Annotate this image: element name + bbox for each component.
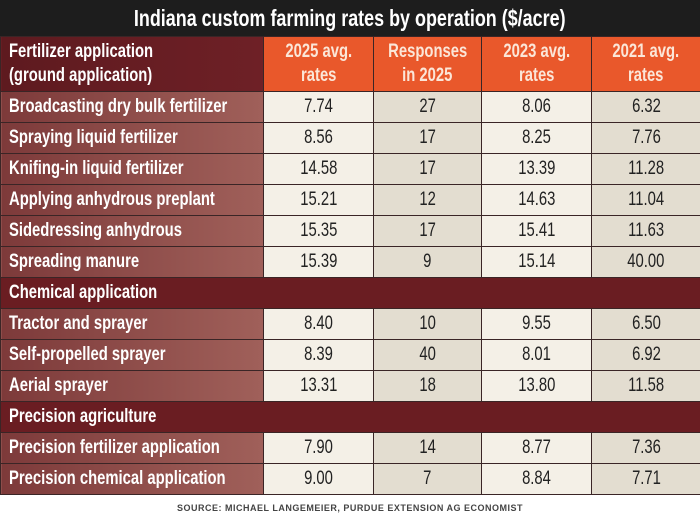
row-label: Aerial sprayer <box>0 370 264 402</box>
value-cell: 15.21 <box>263 184 374 216</box>
value-cell: 7 <box>373 463 482 495</box>
rates-table: Fertilizer application (ground applicati… <box>0 36 700 495</box>
value-cell: 7.90 <box>263 432 374 464</box>
value-cell: 9.55 <box>481 308 592 340</box>
header-category: Fertilizer application (ground applicati… <box>0 36 264 92</box>
value-cell: 7.36 <box>591 432 700 464</box>
header-2023-avg: 2023 avg. rates <box>481 36 592 92</box>
table-row: Self-propelled sprayer 8.39 40 8.01 6.92 <box>0 339 700 371</box>
value-cell: 11.28 <box>591 153 700 185</box>
value-cell: 18 <box>373 370 482 402</box>
row-label: Broadcasting dry bulk fertilizer <box>0 91 264 123</box>
value-cell: 7.74 <box>263 91 374 123</box>
value-cell: 8.40 <box>263 308 374 340</box>
table-row: Spraying liquid fertilizer 8.56 17 8.25 7.76 <box>0 122 700 154</box>
header-responses-2025: Responses in 2025 <box>373 36 482 92</box>
table-row: Sidedressing anhydrous 15.35 17 15.41 11.63 <box>0 215 700 247</box>
value-cell: 14 <box>373 432 482 464</box>
value-cell: 11.58 <box>591 370 700 402</box>
value-cell: 13.80 <box>481 370 592 402</box>
row-label: Spraying liquid fertilizer <box>0 122 264 154</box>
value-cell: 11.63 <box>591 215 700 247</box>
value-cell: 15.41 <box>481 215 592 247</box>
value-cell: 14.58 <box>263 153 374 185</box>
value-cell: 15.14 <box>481 246 592 278</box>
value-cell: 11.04 <box>591 184 700 216</box>
value-cell: 40.00 <box>591 246 700 278</box>
value-cell: 40 <box>373 339 482 371</box>
header-2025-avg: 2025 avg. rates <box>263 36 374 92</box>
table-row: Applying anhydrous preplant 15.21 12 14.63 1… <box>0 184 700 216</box>
value-cell: 8.25 <box>481 122 592 154</box>
section-label: Precision agriculture <box>0 401 700 433</box>
value-cell: 15.35 <box>263 215 374 247</box>
value-cell: 9 <box>373 246 482 278</box>
table-row: Broadcasting dry bulk fertilizer 7.74 27 8.… <box>0 91 700 123</box>
value-cell: 17 <box>373 215 482 247</box>
value-cell: 8.84 <box>481 463 592 495</box>
row-label: Precision fertilizer application <box>0 432 264 464</box>
row-label: Precision chemical application <box>0 463 264 495</box>
row-label: Applying anhydrous preplant <box>0 184 264 216</box>
value-cell: 8.77 <box>481 432 592 464</box>
table-row: Knifing-in liquid fertilizer 14.58 17 13.39… <box>0 153 700 185</box>
value-cell: 17 <box>373 153 482 185</box>
value-cell: 12 <box>373 184 482 216</box>
value-cell: 10 <box>373 308 482 340</box>
value-cell: 8.39 <box>263 339 374 371</box>
header-row: Fertilizer application (ground applicati… <box>0 36 700 92</box>
row-label: Spreading manure <box>0 246 264 278</box>
row-label: Sidedressing anhydrous <box>0 215 264 247</box>
table-row: Tractor and sprayer 8.40 10 9.55 6.50 <box>0 308 700 340</box>
value-cell: 15.39 <box>263 246 374 278</box>
value-cell: 13.31 <box>263 370 374 402</box>
value-cell: 6.92 <box>591 339 700 371</box>
value-cell: 14.63 <box>481 184 592 216</box>
table-row: Spreading manure 15.39 9 15.14 40.00 <box>0 246 700 278</box>
value-cell: 7.76 <box>591 122 700 154</box>
section-label: Chemical application <box>0 277 700 309</box>
value-cell: 8.06 <box>481 91 592 123</box>
value-cell: 7.71 <box>591 463 700 495</box>
value-cell: 27 <box>373 91 482 123</box>
row-label: Self-propelled sprayer <box>0 339 264 371</box>
table-row: Precision chemical application 9.00 7 8.84 7… <box>0 463 700 495</box>
section-row: Precision agriculture <box>0 401 700 433</box>
value-cell: 6.32 <box>591 91 700 123</box>
header-2021-avg: 2021 avg. rates <box>591 36 700 92</box>
chart-title: Indiana custom farming rates by operatio… <box>0 0 700 36</box>
section-row: Chemical application <box>0 277 700 309</box>
row-label: Knifing-in liquid fertilizer <box>0 153 264 185</box>
value-cell: 8.01 <box>481 339 592 371</box>
value-cell: 17 <box>373 122 482 154</box>
table-row: Aerial sprayer 13.31 18 13.80 11.58 <box>0 370 700 402</box>
table-row: Precision fertilizer application 7.90 14 8.… <box>0 432 700 464</box>
value-cell: 6.50 <box>591 308 700 340</box>
row-label: Tractor and sprayer <box>0 308 264 340</box>
value-cell: 8.56 <box>263 122 374 154</box>
value-cell: 13.39 <box>481 153 592 185</box>
value-cell: 9.00 <box>263 463 374 495</box>
source-note: SOURCE: MICHAEL LANGEMEIER, PURDUE EXTEN… <box>176 503 524 513</box>
